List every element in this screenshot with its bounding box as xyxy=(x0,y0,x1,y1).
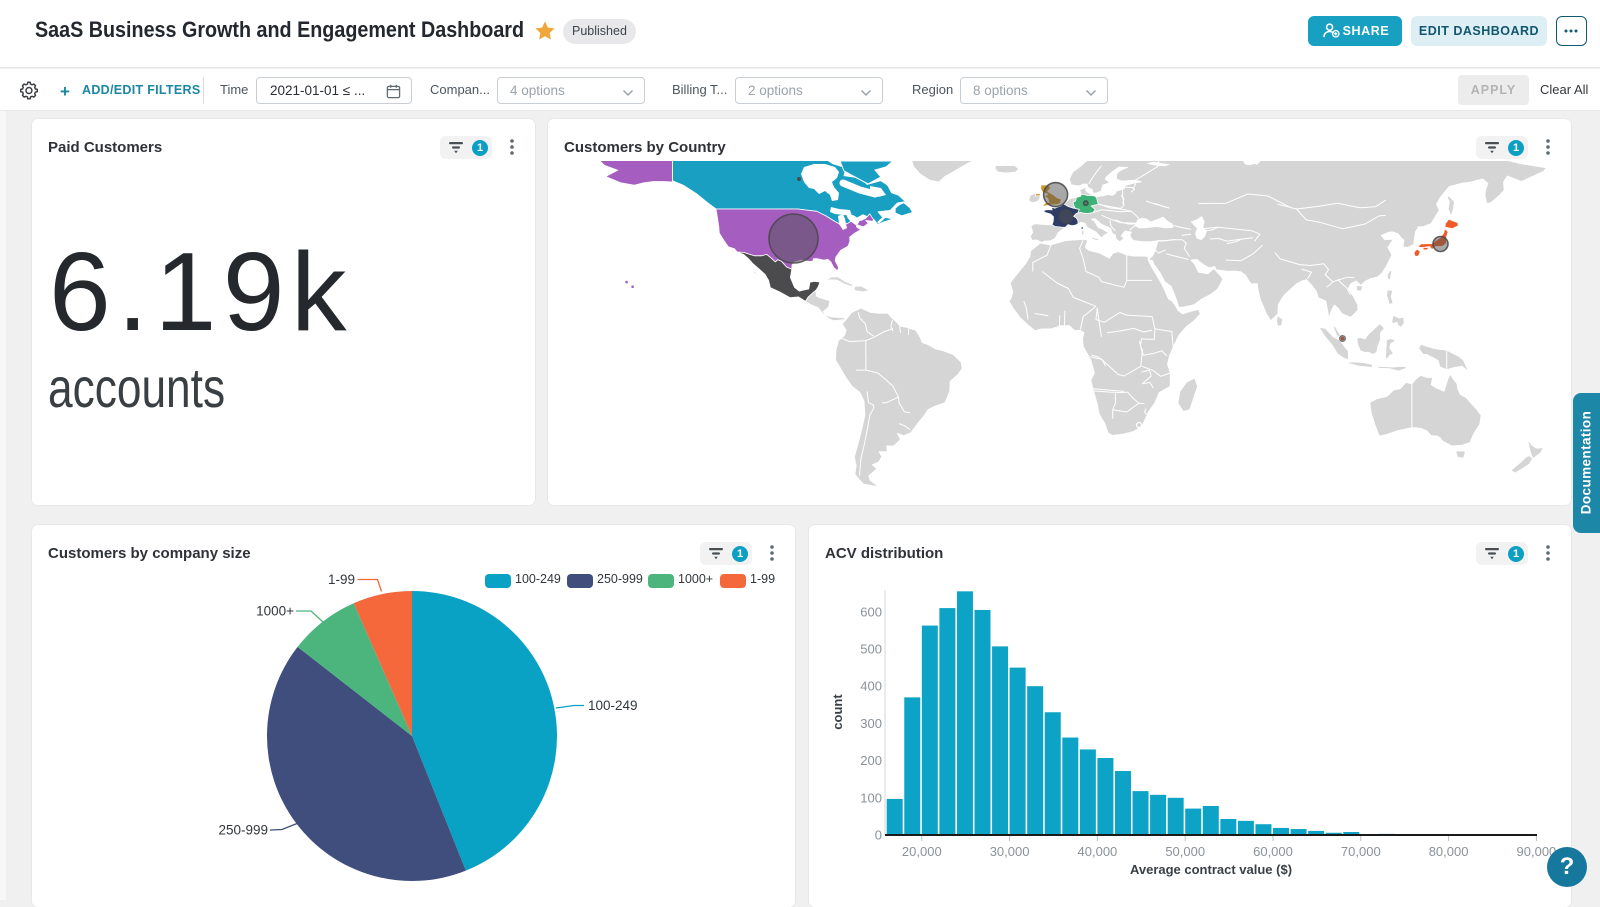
svg-text:20,000: 20,000 xyxy=(902,844,942,859)
svg-text:80,000: 80,000 xyxy=(1429,844,1469,859)
svg-text:600: 600 xyxy=(860,604,882,619)
svg-text:100-249: 100-249 xyxy=(588,698,638,713)
svg-text:50,000: 50,000 xyxy=(1165,844,1205,859)
svg-text:1-99: 1-99 xyxy=(328,572,355,587)
svg-text:40,000: 40,000 xyxy=(1078,844,1118,859)
svg-text:30,000: 30,000 xyxy=(990,844,1030,859)
svg-text:60,000: 60,000 xyxy=(1253,844,1293,859)
svg-text:400: 400 xyxy=(860,679,882,694)
svg-text:70,000: 70,000 xyxy=(1341,844,1381,859)
svg-text:Average contract value ($): Average contract value ($) xyxy=(1130,862,1292,877)
svg-text:500: 500 xyxy=(860,642,882,657)
svg-text:1000+: 1000+ xyxy=(256,604,294,619)
svg-text:300: 300 xyxy=(860,716,882,731)
svg-text:count: count xyxy=(830,694,845,730)
svg-text:250-999: 250-999 xyxy=(218,823,268,838)
svg-text:0: 0 xyxy=(875,828,882,843)
svg-text:100: 100 xyxy=(860,790,882,805)
svg-text:200: 200 xyxy=(860,753,882,768)
